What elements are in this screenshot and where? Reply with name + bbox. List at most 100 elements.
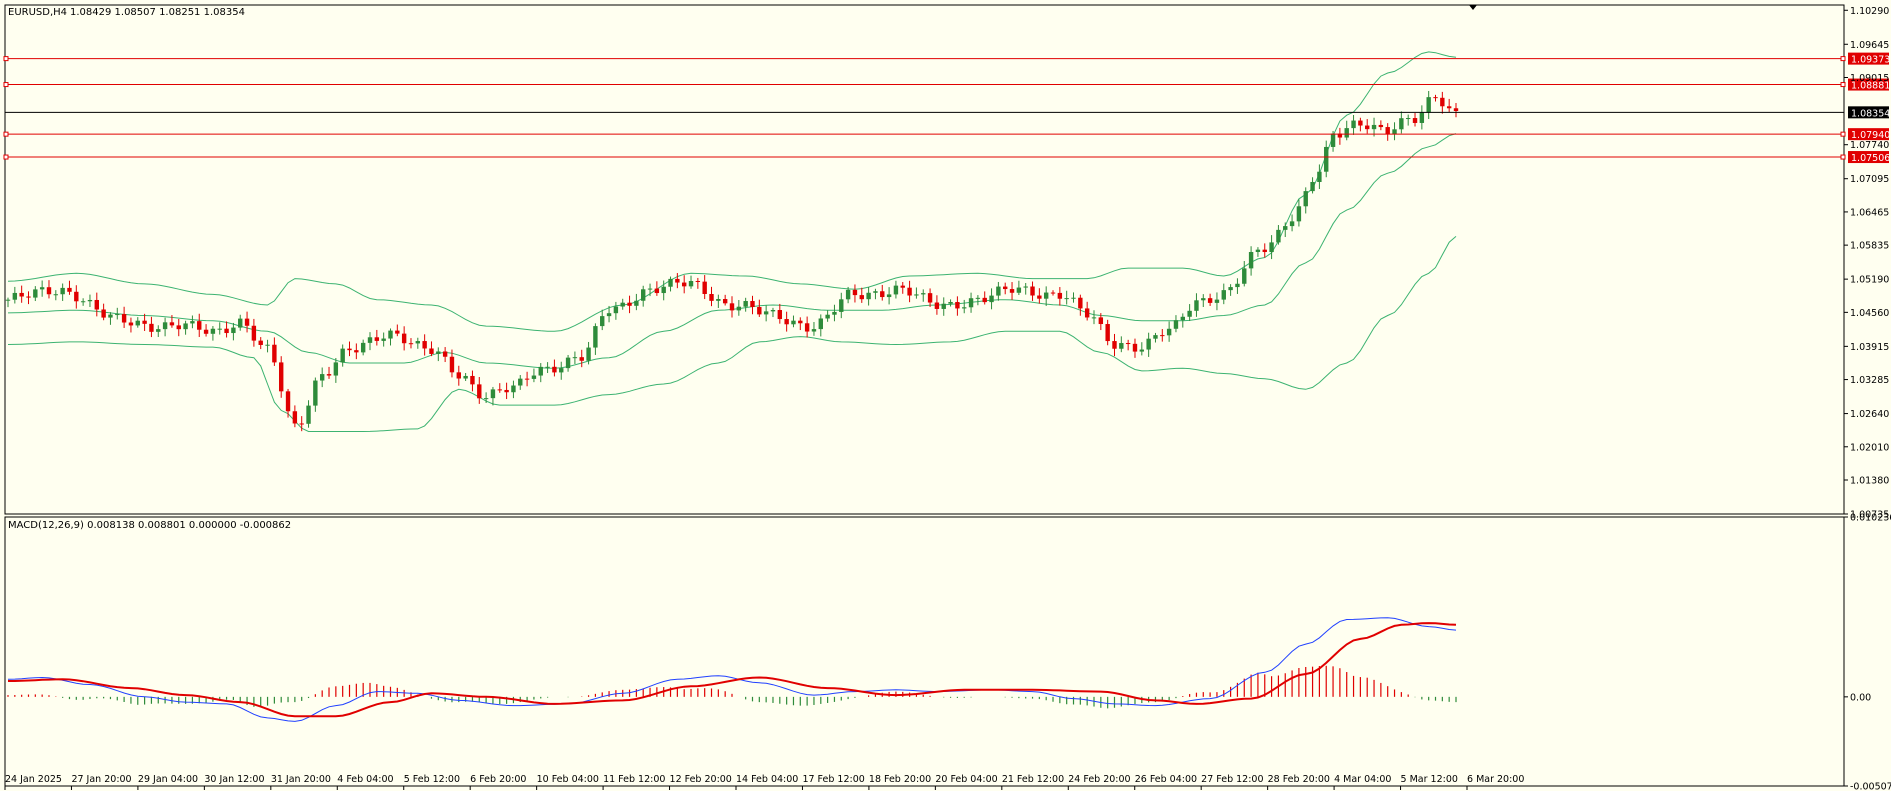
candle-body: [948, 302, 953, 304]
candle-body: [538, 366, 543, 376]
candle-body: [880, 291, 885, 298]
candle-body: [1276, 229, 1281, 243]
candle-body: [149, 323, 154, 332]
candle-body: [982, 297, 987, 303]
candle-body: [1078, 297, 1083, 309]
level-handle-right-3: [1840, 154, 1846, 160]
candle-body: [1412, 118, 1418, 123]
candle-body: [80, 301, 86, 303]
candle-body: [839, 299, 844, 312]
candle-body: [921, 293, 926, 295]
candle-body: [1043, 292, 1049, 299]
candle-body: [115, 314, 120, 316]
candle-body: [1119, 343, 1124, 349]
candle-body: [743, 301, 748, 307]
time-tick-label: 18 Feb 20:00: [869, 774, 931, 785]
candle-body: [456, 372, 461, 379]
candle-body: [1262, 249, 1267, 253]
candle-body: [1324, 146, 1329, 172]
candle-body: [1153, 335, 1158, 339]
price-tick-label: 1.07740: [1850, 140, 1889, 151]
candle-body: [306, 405, 311, 424]
price-pane: [3, 4, 1846, 515]
candle-body: [716, 299, 721, 301]
candle-body: [108, 314, 113, 318]
candle-body: [162, 322, 168, 330]
candle-body: [408, 343, 414, 345]
candle-body: [490, 389, 496, 399]
candle-body: [347, 348, 352, 351]
candle-body: [94, 299, 99, 310]
candle-body: [251, 325, 257, 341]
candle-body: [1030, 286, 1035, 296]
price-tick-label: 1.01380: [1850, 475, 1889, 486]
candle-body: [1105, 324, 1110, 342]
candle-body: [811, 329, 817, 332]
candle-body: [1173, 320, 1179, 329]
macd-pane: [4, 516, 1845, 787]
candle-body: [299, 423, 304, 425]
candle-body: [313, 380, 318, 406]
candle-body: [695, 280, 701, 282]
candle-body: [1084, 308, 1090, 318]
candle-body: [128, 322, 134, 326]
candle-body: [190, 321, 195, 324]
candle-body: [798, 320, 803, 324]
candle-body: [1166, 328, 1172, 336]
time-tick-label: 5 Feb 12:00: [404, 774, 460, 785]
candle-body: [1296, 206, 1302, 222]
candle-body: [1050, 292, 1056, 294]
candle-body: [1330, 133, 1336, 147]
time-tick-label: 27 Feb 12:00: [1201, 774, 1263, 785]
level-handle-left-0: [3, 56, 9, 62]
candle-body: [873, 291, 878, 293]
candle-body: [893, 285, 899, 295]
candle-body: [53, 294, 59, 296]
candle-body: [1385, 127, 1390, 135]
candle-body: [859, 295, 864, 300]
candle-body: [142, 320, 147, 324]
time-tick-label: 26 Feb 04:00: [1135, 774, 1197, 785]
time-tick-label: 14 Feb 04:00: [736, 774, 798, 785]
candle-body: [1399, 118, 1404, 130]
candle-body: [19, 292, 24, 297]
current-price-label: 1.08354: [1851, 108, 1890, 119]
price-tick-label: 1.10290: [1850, 6, 1889, 17]
candle-body: [832, 311, 837, 315]
level-price-label-0: 1.09373: [1851, 55, 1890, 66]
candle-body: [934, 302, 940, 309]
candle-body: [907, 287, 912, 296]
candle-body: [183, 323, 188, 330]
candle-body: [763, 311, 769, 315]
candle-body: [1132, 343, 1138, 352]
candle-body: [996, 286, 1001, 296]
level-price-box-0: [1848, 52, 1889, 65]
level-price-label-2: 1.07940: [1851, 130, 1890, 141]
time-tick-label: 12 Feb 20:00: [670, 774, 732, 785]
candle-body: [1146, 338, 1151, 350]
candle-body: [770, 310, 776, 312]
candle-body: [804, 323, 810, 332]
candle-body: [845, 289, 851, 300]
candle-body: [559, 368, 564, 373]
time-tick-label: 11 Feb 12:00: [603, 774, 665, 785]
candle-body: [1207, 298, 1213, 303]
candle-body: [818, 318, 823, 330]
candle-body: [675, 278, 680, 283]
level-handle-left-1: [3, 82, 9, 88]
candle-body: [668, 278, 673, 287]
candle-body: [1433, 97, 1438, 99]
candle-body: [1071, 297, 1076, 299]
candle-body: [285, 391, 291, 412]
candle-body: [1351, 120, 1356, 129]
candle-body: [586, 347, 591, 361]
candle-body: [258, 340, 263, 345]
candle-body: [866, 292, 871, 300]
candle-body: [1235, 283, 1240, 288]
candle-body: [1125, 343, 1131, 345]
candle-body: [497, 389, 502, 391]
candle-body: [975, 297, 981, 299]
candle-body: [1440, 97, 1445, 107]
